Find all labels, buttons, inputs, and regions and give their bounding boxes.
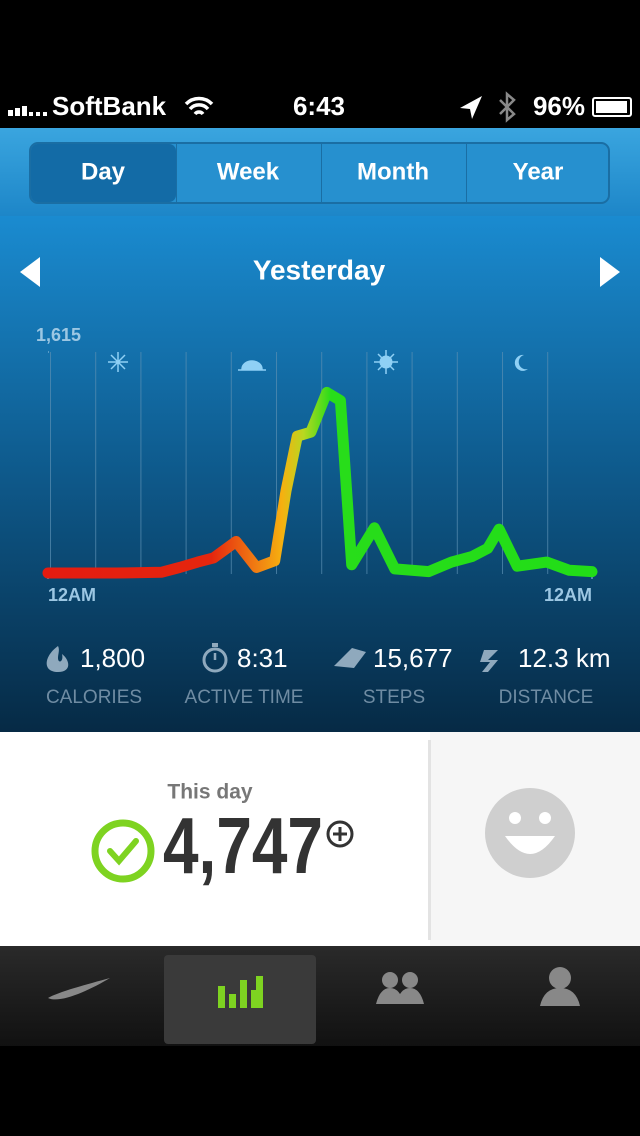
tab[interactable]: Month	[357, 158, 429, 185]
stat-label: ACTIVE TIME	[185, 687, 304, 708]
wifi	[184, 96, 214, 116]
tab-divider	[176, 144, 177, 202]
selected-tab	[31, 144, 176, 202]
stat-label: STEPS	[363, 687, 425, 708]
smiley-eye	[539, 812, 551, 824]
check-mark	[107, 838, 139, 866]
activity-icon	[218, 976, 263, 1008]
tab-divider	[321, 144, 322, 202]
next-arrow[interactable]	[600, 257, 620, 287]
x-tick-label: 12AM	[48, 585, 96, 605]
tab[interactable]: Year	[513, 158, 564, 185]
stat-value: 15,677	[373, 643, 453, 673]
prev-arrow[interactable]	[20, 257, 40, 287]
clock: 6:43	[293, 91, 345, 121]
tab[interactable]: Week	[217, 158, 280, 185]
plus-sign	[333, 827, 347, 841]
me-icon	[540, 967, 580, 1006]
friends-icon	[376, 972, 424, 1004]
tab[interactable]: Day	[81, 158, 126, 185]
y-tick-label: 1,615	[36, 325, 81, 345]
stat-label: CALORIES	[46, 687, 142, 708]
smiley-mouth	[505, 836, 555, 854]
home-icon	[48, 978, 110, 1000]
stat-value: 12.3 km	[518, 643, 611, 673]
status-bar	[0, 0, 640, 128]
battery	[592, 97, 632, 117]
bluetooth-icon	[499, 91, 516, 123]
tab-divider	[466, 144, 467, 202]
summary-label: This day	[167, 781, 253, 804]
bottom	[0, 1046, 640, 1136]
signal	[8, 106, 47, 116]
smiley-eye	[509, 812, 521, 824]
stat-value: 8:31	[237, 643, 288, 673]
location-icon	[460, 96, 482, 119]
smiley	[485, 788, 575, 878]
activity-line	[42, 386, 598, 579]
stat-icons	[46, 643, 498, 673]
goal-check	[91, 819, 155, 883]
fuel-points: 4,747	[163, 801, 323, 890]
divider	[428, 740, 431, 940]
tab-bar	[0, 946, 640, 1046]
carrier: SoftBank	[52, 91, 167, 121]
plus-icon[interactable]	[326, 820, 354, 848]
battery-text: 96%	[533, 91, 585, 121]
stat-label: DISTANCE	[499, 687, 594, 708]
date-label: Yesterday	[253, 254, 386, 285]
x-tick-label: 12AM	[544, 585, 592, 605]
stat-value: 1,800	[80, 643, 145, 673]
time-of-day-icons	[108, 350, 528, 374]
summary-panel	[0, 732, 430, 946]
battery-level	[596, 101, 627, 113]
